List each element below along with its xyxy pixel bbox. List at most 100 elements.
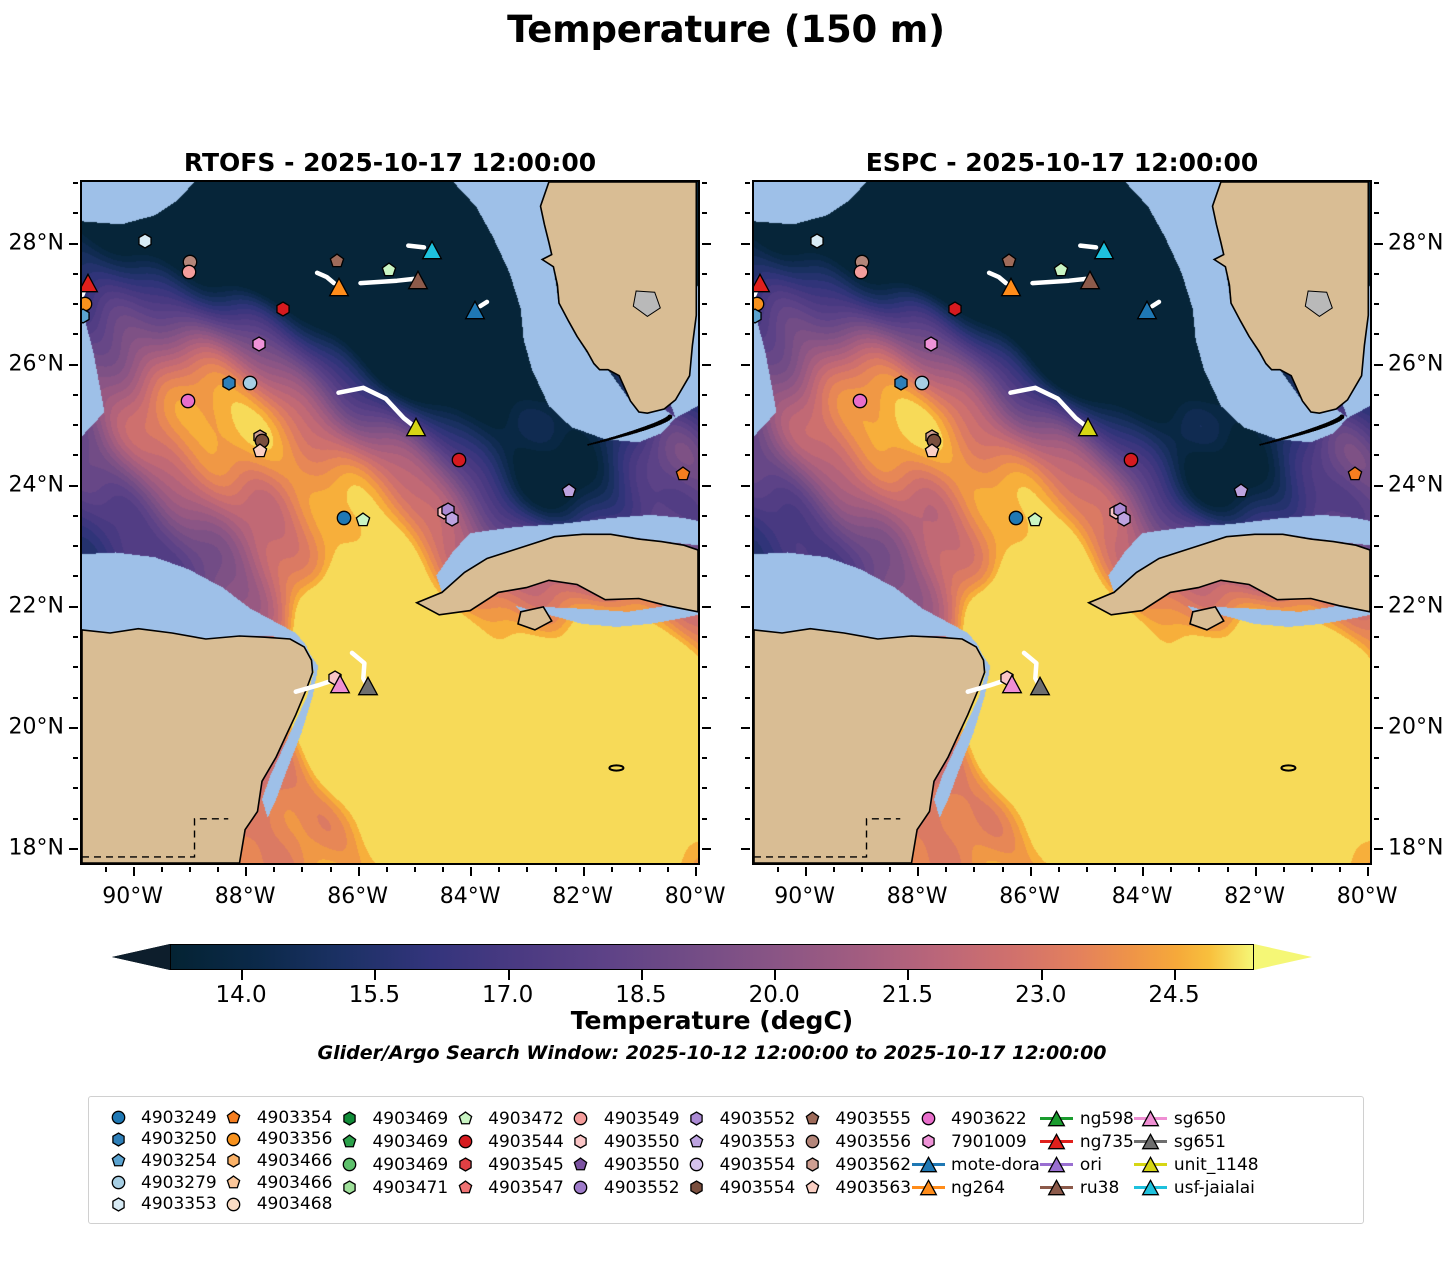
legend-item-4903353[interactable]: 4903353 xyxy=(101,1193,217,1215)
map-marker-mote-dora[interactable] xyxy=(1136,300,1158,320)
legend-item-usf-jaialai[interactable]: usf-jaialai xyxy=(1134,1176,1259,1199)
map-marker-ng264[interactable] xyxy=(328,277,349,297)
map-marker-4903353[interactable] xyxy=(809,233,825,250)
map-marker-mote-dora[interactable] xyxy=(464,300,486,320)
legend-item-4903555[interactable]: 4903555 xyxy=(795,1107,911,1130)
map-marker-ng264[interactable] xyxy=(1000,277,1021,297)
legend-item-4903254[interactable]: 4903254 xyxy=(101,1150,217,1172)
legend-item-4903544[interactable]: 4903544 xyxy=(448,1130,564,1153)
legend-item-4903279[interactable]: 4903279 xyxy=(101,1172,217,1194)
map-marker-ng735[interactable] xyxy=(754,273,771,293)
legend-item-4903553[interactable]: 4903553 xyxy=(680,1130,795,1153)
map-marker-4903354[interactable] xyxy=(1347,466,1363,482)
map-marker-4903472[interactable] xyxy=(1027,512,1043,528)
map-canvas-rtofs[interactable] xyxy=(82,182,698,863)
map-marker-4903563[interactable] xyxy=(252,443,268,459)
map-marker-usf-jaialai[interactable] xyxy=(1093,239,1115,260)
legend-item-4903472[interactable]: 4903472 xyxy=(448,1107,564,1130)
legend-item-4903552[interactable]: 4903552 xyxy=(564,1176,680,1199)
legend-item-ru38[interactable]: ru38 xyxy=(1040,1176,1134,1199)
legend-item-ng598[interactable]: ng598 xyxy=(1040,1107,1134,1130)
legend-item-4903250[interactable]: 4903250 xyxy=(101,1129,217,1151)
map-marker-4903555[interactable] xyxy=(329,253,345,269)
legend-item-ori[interactable]: ori xyxy=(1040,1153,1134,1176)
map-marker-4903544[interactable] xyxy=(1123,452,1139,468)
map-marker-7901009[interactable] xyxy=(251,336,267,352)
map-marker-4903553[interactable] xyxy=(1233,482,1249,499)
legend-item-4903549[interactable]: 4903549 xyxy=(564,1107,680,1130)
map-marker-4903254[interactable] xyxy=(754,308,763,325)
map-marker-4903622[interactable] xyxy=(180,393,196,409)
map-frame-espc[interactable] xyxy=(752,180,1372,865)
legend-item-ng264[interactable]: ng264 xyxy=(911,1176,1040,1199)
map-marker-4903544[interactable] xyxy=(275,301,291,317)
map-marker-4903254[interactable] xyxy=(82,308,91,325)
legend-item-4903552[interactable]: 4903552 xyxy=(680,1107,795,1130)
legend-item-sg650[interactable]: sg650 xyxy=(1134,1107,1259,1130)
map-marker-ru38[interactable] xyxy=(1079,269,1101,290)
legend-item-7901009[interactable]: 7901009 xyxy=(911,1130,1040,1153)
map-marker-4903553[interactable] xyxy=(561,482,577,499)
legend-item-4903471[interactable]: 4903471 xyxy=(332,1176,448,1199)
legend-item-4903554[interactable]: 4903554 xyxy=(680,1176,795,1199)
map-marker-4903249[interactable] xyxy=(1008,510,1024,526)
legend-item-4903545[interactable]: 4903545 xyxy=(448,1153,564,1176)
colorbar-body[interactable] xyxy=(170,944,1254,970)
platform-legend[interactable]: 4903249 4903250 4903254 4903279 4903353 49033… xyxy=(88,1096,1364,1224)
legend-item-unit_1148[interactable]: unit_1148 xyxy=(1134,1153,1259,1176)
map-marker-4903279[interactable] xyxy=(242,375,258,391)
map-marker-4903472[interactable] xyxy=(355,512,371,528)
map-panel-rtofs[interactable]: RTOFS - 2025-10-17 12:00:00 90°W 88°W 86°W… xyxy=(9,148,726,909)
legend-item-4903622[interactable]: 4903622 xyxy=(911,1107,1040,1130)
map-marker-4903354[interactable] xyxy=(675,466,691,482)
map-marker-ng735[interactable] xyxy=(82,273,99,293)
map-panel-espc[interactable]: ESPC - 2025-10-17 12:00:00 90°W 88°W 86°W 8… xyxy=(741,148,1443,909)
legend-item-mote-dora[interactable]: mote-dora xyxy=(911,1153,1040,1176)
legend-item-4903354[interactable]: 4903354 xyxy=(217,1107,332,1129)
map-marker-sg650[interactable] xyxy=(329,674,351,694)
legend-item-4903469[interactable]: 4903469 xyxy=(332,1130,448,1153)
map-marker-4903544[interactable] xyxy=(451,452,467,468)
map-marker-4903249[interactable] xyxy=(336,510,352,526)
map-marker-sg651[interactable] xyxy=(1029,675,1051,696)
map-marker-4903555[interactable] xyxy=(1001,253,1017,269)
legend-item-4903562[interactable]: 4903562 xyxy=(795,1153,911,1176)
map-marker-ru38[interactable] xyxy=(407,269,429,290)
legend-item-4903468[interactable]: 4903468 xyxy=(217,1193,332,1215)
map-marker-unit_1148[interactable] xyxy=(405,417,427,437)
legend-item-4903550[interactable]: 4903550 xyxy=(564,1130,680,1153)
map-marker-4903472[interactable] xyxy=(381,262,397,278)
legend-item-4903466[interactable]: 4903466 xyxy=(217,1172,332,1194)
map-marker-4903250[interactable] xyxy=(221,375,237,391)
map-marker-7901009[interactable] xyxy=(923,336,939,352)
map-marker-4903250[interactable] xyxy=(893,375,909,391)
legend-item-sg651[interactable]: sg651 xyxy=(1134,1130,1259,1153)
legend-item-4903469[interactable]: 4903469 xyxy=(332,1153,448,1176)
map-marker-4903472[interactable] xyxy=(1053,262,1069,278)
map-marker-4903544[interactable] xyxy=(947,301,963,317)
map-marker-unit_1148[interactable] xyxy=(1077,417,1099,437)
map-marker-4903553[interactable] xyxy=(444,510,460,527)
legend-item-4903547[interactable]: 4903547 xyxy=(448,1176,564,1199)
legend-item-ng735[interactable]: ng735 xyxy=(1040,1130,1134,1153)
legend-item-4903356[interactable]: 4903356 xyxy=(217,1129,332,1151)
legend-item-4903550[interactable]: 4903550 xyxy=(564,1153,680,1176)
map-marker-4903553[interactable] xyxy=(1116,510,1132,527)
map-marker-4903279[interactable] xyxy=(914,375,930,391)
legend-item-4903556[interactable]: 4903556 xyxy=(795,1130,911,1153)
map-marker-4903353[interactable] xyxy=(137,233,153,250)
map-marker-sg651[interactable] xyxy=(357,675,379,696)
legend-item-4903249[interactable]: 4903249 xyxy=(101,1107,217,1129)
map-marker-4903549[interactable] xyxy=(181,264,197,280)
colorbar[interactable]: 14.0 15.5 17.0 18.5 20.0 21.5 23.0 24.5 Tempera… xyxy=(112,944,1312,1094)
map-marker-4903563[interactable] xyxy=(924,443,940,459)
map-marker-sg650[interactable] xyxy=(1001,674,1023,694)
legend-item-4903469[interactable]: 4903469 xyxy=(332,1107,448,1130)
map-marker-4903622[interactable] xyxy=(852,393,868,409)
map-canvas-espc[interactable] xyxy=(754,182,1370,863)
map-frame-rtofs[interactable] xyxy=(80,180,700,865)
map-marker-4903549[interactable] xyxy=(853,264,869,280)
legend-item-4903554[interactable]: 4903554 xyxy=(680,1153,795,1176)
map-marker-usf-jaialai[interactable] xyxy=(421,239,443,260)
legend-item-4903563[interactable]: 4903563 xyxy=(795,1176,911,1199)
